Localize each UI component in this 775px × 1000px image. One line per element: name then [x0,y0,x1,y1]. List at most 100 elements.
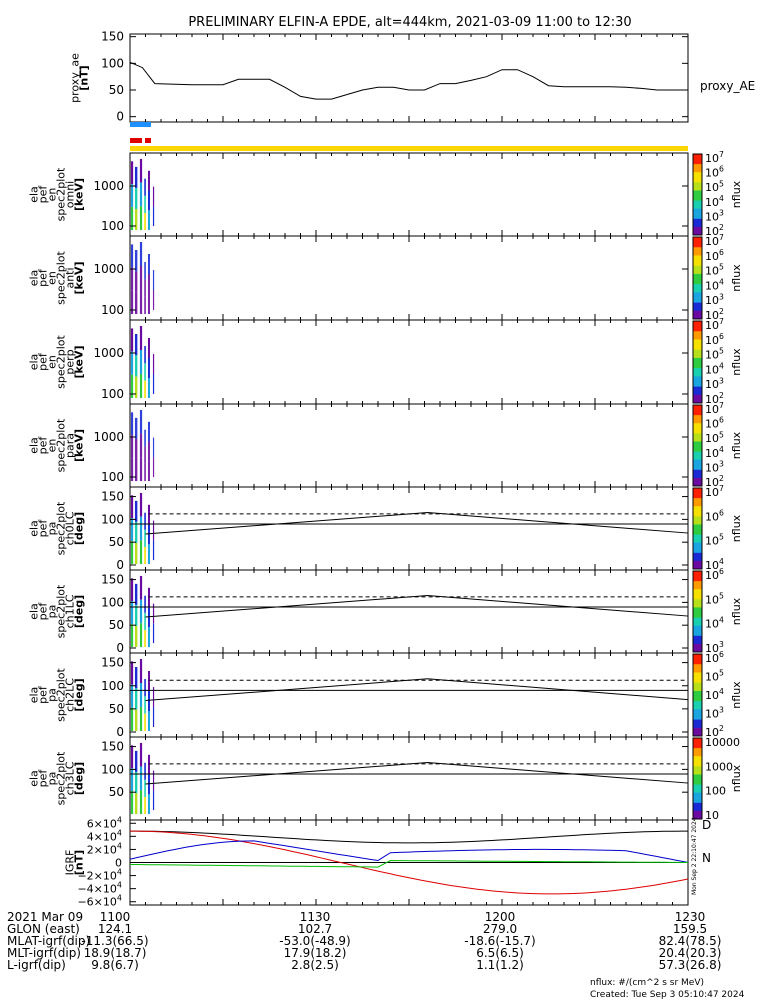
ch1lc-ylabel-line: ch1LC [64,594,77,628]
ch2lc-ytick-label: 150 [101,656,124,670]
para-panel-spectra-cell [144,463,146,482]
ch0lc-panel-spectra-cell [147,544,150,565]
igrf-legend-n: N [702,851,711,865]
anti-colorbar-segment [693,306,702,310]
omni-panel-spectra-cell [147,210,150,231]
footer-row-value: 1100 [100,910,131,924]
para-panel-spectra-cell [152,457,155,478]
perp-colorbar-segment [693,380,702,383]
perp-colorbar-segment [693,374,702,377]
ch2lc-colorbar-tick: 106 [705,650,724,665]
ch0lc-colorbar-segment [693,488,702,491]
perp-colorbar-segment [693,394,702,398]
ch2lc-colorbar-segment [693,721,702,725]
ch3lc-colorbar-segment [693,806,702,810]
ch3lc-panel-spectra-cell [147,774,150,795]
omni-colorbar-segment [693,168,702,171]
ch2lc-panel-spectra-cell [134,688,138,710]
ch2lc-panel-spectra-cell [130,684,134,708]
ch3lc-colorbar-segment [693,752,702,755]
ch0lc-colorbar-label: nflux [730,514,743,542]
para-colorbar-segment [693,461,702,465]
ch1lc-colorbar-segment [693,637,702,641]
ch2lc-colorbar-segment [693,701,702,704]
para-ylabel-line: spec2plot [55,418,68,472]
footer-row-value: 20.4(20.3) [659,946,722,960]
ch0lc-colorbar-segment [693,534,702,538]
ch1lc-colorbar-label: nflux [730,597,743,625]
ch0lc-panel-spectra-cell [139,516,143,541]
ch0lc-colorbar-segment [693,538,702,542]
anti-panel-spectra-cell [144,262,146,280]
igrf-ytick-label: −6×104 [77,894,122,909]
ch3lc-colorbar-segment [693,788,702,792]
perp-panel-spectra-cell [130,328,134,352]
ch3lc-panel-spectra-cell [130,745,134,769]
footer-row-value: -53.0(-48.9) [279,934,350,948]
para-colorbar-segment [693,443,702,446]
para-colorbar-segment [693,411,702,414]
anti-colorbar-segment [693,269,702,273]
para-colorbar-segment [693,467,702,471]
ch0lc-colorbar-segment [693,516,702,519]
perp-panel-spectra-cell [144,346,146,364]
perp-colorbar-segment [693,323,702,326]
ch1lc-colorbar-segment [693,643,702,647]
ch1lc-panel-loss-cone-solid [145,595,689,618]
para-colorbar-segment [693,433,702,436]
para-colorbar-segment [693,455,702,459]
footer-row-value: 159.5 [673,922,707,936]
ch2lc-colorbar-segment [693,688,702,692]
ch3lc-colorbar-frame [692,737,703,820]
ch0lc-colorbar-segment [693,532,702,536]
ch1lc-ylabel-line: pa [46,605,59,619]
para-colorbar-tick: 103 [705,459,724,474]
anti-colorbar-segment [693,314,702,318]
ch2lc-panel-spectra-cell [144,679,146,697]
ch1lc-colorbar-segment [693,573,702,576]
ch0lc-ytick-label: 0 [116,558,124,572]
perp-colorbar-segment [693,396,702,400]
footnote-created: Created: Tue Sep 3 05:10:47 2024 [590,990,745,1000]
ch2lc-colorbar-tick: 104 [705,687,724,702]
omni-colorbar-segment [693,156,702,159]
ch1lc-colorbar-segment [693,639,702,643]
omni-colorbar-segment [693,228,702,232]
ch3lc-panel-spectra-cell [144,762,146,780]
anti-colorbar-segment [693,278,702,281]
ch0lc-colorbar-segment [693,520,702,523]
ch0lc-colorbar-segment [693,506,702,509]
perp-ylabel-line: spec2plot [55,335,68,389]
perp-colorbar-segment [693,335,702,338]
perp-colorbar-segment [693,362,702,365]
ch0lc-colorbar-segment [693,508,702,511]
para-ytick-label: 1000 [93,430,124,444]
perp-colorbar-segment [693,372,702,375]
ch2lc-colorbar-segment [693,692,702,696]
ch1lc-colorbar-segment [693,589,702,592]
ch3lc-panel-loss-cone-solid [145,762,689,785]
omni-colorbar-segment [693,170,702,173]
ch1lc-colorbar-segment [693,579,702,582]
ch1lc-colorbar-segment [693,621,702,625]
omni-colorbar-segment [693,178,702,181]
ch2lc-colorbar-segment [693,668,702,671]
proxy-ae-ytick-label: 50 [109,83,124,97]
ch2lc-colorbar-tick: 105 [705,669,724,684]
ch2lc-colorbar-segment [693,707,702,710]
anti-panel-spectra-cell [144,296,146,314]
ch2lc-ylabel-line: pa [46,688,59,702]
ch0lc-ylabel-line: pa [46,522,59,536]
ch1lc-colorbar-tick: 105 [705,591,724,606]
ch3lc-colorbar-segment [693,804,702,808]
ch2lc-colorbar-segment [693,729,702,733]
ch0lc-panel-spectra-cell [130,495,134,519]
ch1lc-colorbar-segment [693,583,702,586]
perp-colorbar-label: nflux [730,348,743,376]
ch1lc-panel-spectra-cell [130,601,134,625]
ch3lc-colorbar-segment [693,816,702,820]
ch2lc-colorbar-segment [693,674,702,678]
perp-colorbar-segment [693,384,702,388]
ch1lc-colorbar-segment [693,577,702,580]
perp-colorbar-segment [693,392,702,396]
